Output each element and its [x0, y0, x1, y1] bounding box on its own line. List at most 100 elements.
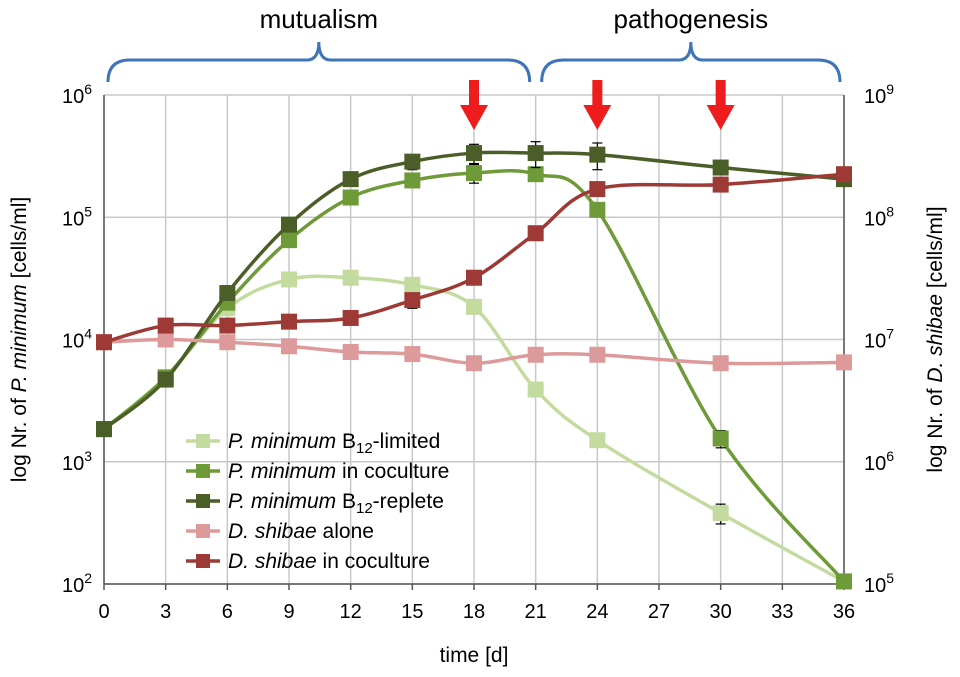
series-group [96, 141, 852, 438]
x-tick-label: 36 [833, 601, 855, 623]
legend-rest: B [336, 490, 356, 513]
y-left-tick-label: 102 [62, 570, 92, 597]
legend-subscript: 12 [356, 500, 373, 517]
series-layer [96, 141, 852, 590]
data-point [589, 346, 606, 363]
tick-base: 10 [864, 208, 886, 230]
data-point [281, 232, 297, 249]
legend-species: D. shibae [228, 520, 317, 543]
data-point [712, 355, 729, 372]
x-tick-label: 30 [710, 601, 732, 623]
phase-label: mutualism [260, 4, 378, 34]
legend-label: D. shibae in coculture [228, 550, 430, 573]
tick-exponent: 5 [886, 570, 894, 586]
data-point [219, 334, 236, 351]
data-point [466, 165, 482, 182]
ylabel-suffix: [cells/ml] [8, 197, 31, 285]
legend-marker [196, 494, 210, 508]
y-left-tick-label: 104 [62, 326, 92, 353]
legend-subscript: 12 [356, 440, 373, 457]
data-point [836, 573, 852, 590]
data-point [342, 344, 359, 361]
data-point [281, 338, 297, 355]
red-arrow [460, 80, 488, 130]
legend-label: P. minimum in coculture [228, 460, 449, 483]
tick-exponent: 5 [84, 203, 92, 219]
tick-base: 10 [62, 575, 84, 597]
x-tick-label: 15 [401, 601, 423, 623]
y-right-axis-label: log Nr. of D. shibae [cells/ml] [924, 206, 947, 472]
x-tick-label: 33 [771, 601, 793, 623]
data-point [157, 317, 174, 334]
x-tick-label: 21 [525, 601, 547, 623]
tick-base: 10 [864, 86, 886, 108]
x-tick-label: 12 [340, 601, 362, 623]
data-point [404, 292, 421, 309]
x-tick-label: 24 [586, 601, 608, 623]
phase-brackets: mutualism pathogenesis [106, 4, 842, 83]
legend-marker [196, 464, 210, 478]
y-right-tick-label: 108 [864, 203, 894, 230]
x-tick-label: 0 [98, 601, 109, 623]
data-point [96, 334, 112, 351]
tick-exponent: 7 [886, 326, 894, 342]
data-point [342, 269, 359, 286]
tick-base: 10 [62, 453, 84, 475]
series-line [102, 169, 846, 583]
x-tick-label: 3 [160, 601, 171, 623]
tick-exponent: 3 [84, 448, 92, 464]
y-right-tick-label: 105 [864, 570, 894, 597]
tick-exponent: 4 [84, 326, 92, 342]
ylabel-prefix: log Nr. of [8, 392, 31, 482]
legend-species: P. minimum [228, 490, 336, 513]
tick-base: 10 [62, 331, 84, 353]
tick-base: 10 [864, 331, 886, 353]
data-point [466, 355, 482, 372]
tick-base: 10 [864, 453, 886, 475]
x-tick-label: 9 [283, 601, 294, 623]
data-point [589, 432, 606, 449]
x-tick-label: 6 [222, 601, 233, 623]
legend-marker [196, 554, 210, 568]
data-point [527, 145, 544, 162]
red-arrows [460, 80, 735, 130]
legend-marker [196, 434, 210, 448]
data-point [589, 181, 606, 198]
ylabel-species: P. minimum [8, 284, 31, 392]
data-point [404, 153, 421, 170]
data-point [527, 346, 544, 363]
y-right-tick-label: 107 [864, 326, 894, 353]
axis-labels: time [d] log Nr. of P. minimum [cells/ml]… [8, 197, 947, 667]
y-left-tick-label: 105 [62, 203, 92, 230]
data-point [527, 225, 544, 242]
legend-rest: alone [317, 520, 374, 543]
tick-exponent: 8 [886, 203, 894, 219]
x-axis-label: time [d] [440, 644, 509, 667]
data-point [466, 269, 482, 286]
red-arrow [706, 80, 735, 130]
tick-exponent: 6 [886, 448, 894, 464]
data-point [527, 166, 544, 183]
tick-exponent: 9 [886, 81, 894, 97]
legend-label: P. minimum B12-replete [228, 490, 444, 517]
tick-base: 10 [62, 208, 84, 230]
legend-species: P. minimum [228, 430, 336, 453]
data-point [342, 171, 359, 188]
legend-tail: -limited [373, 430, 441, 453]
data-point [527, 381, 544, 398]
y-right-tick-label: 109 [864, 81, 894, 108]
y-left-axis-label: log Nr. of P. minimum [cells/ml] [8, 197, 31, 483]
tick-exponent: 6 [84, 81, 92, 97]
x-tick-label: 27 [648, 601, 670, 623]
ylabel-prefix: log Nr. of [924, 383, 947, 473]
data-point [96, 421, 112, 438]
x-tick-label: 18 [463, 601, 485, 623]
tick-base: 10 [62, 86, 84, 108]
data-point [712, 159, 729, 176]
data-point [589, 146, 606, 163]
data-point [219, 285, 236, 302]
data-point [281, 313, 297, 330]
